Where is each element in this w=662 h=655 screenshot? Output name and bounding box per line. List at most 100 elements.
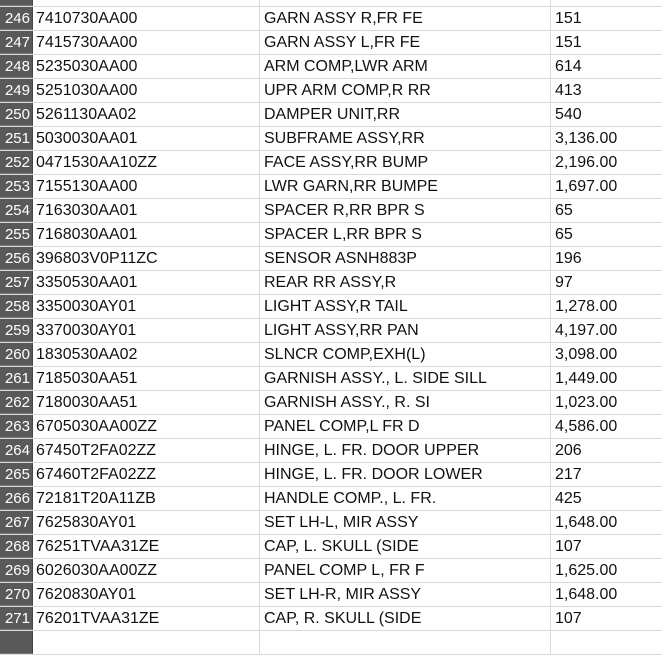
cell-description[interactable]: ARM COMP,LWR ARM [260, 55, 551, 78]
cell-description[interactable]: GARN ASSY L,FR FE [260, 31, 551, 54]
cell-price[interactable]: 97 [555, 274, 573, 291]
row-header[interactable]: 262 [0, 391, 33, 414]
row-header[interactable]: 249 [0, 79, 33, 102]
cell-part-number[interactable]: 67460T2FA02ZZ [33, 463, 260, 486]
cell-part-number[interactable]: 7410730AA00 [33, 7, 260, 30]
cell-part-number[interactable]: 5030030AA01 [33, 127, 260, 150]
cell-part-number[interactable] [33, 0, 260, 6]
cell-price[interactable]: 425 [555, 490, 582, 507]
row-header[interactable]: 263 [0, 415, 33, 438]
cell-description[interactable]: GARNISH ASSY., R. SI [260, 391, 551, 414]
cell-part-number[interactable]: 7163030AA01 [33, 199, 260, 222]
row-header[interactable] [0, 0, 33, 6]
row-header[interactable]: 260 [0, 343, 33, 366]
row-header[interactable]: 255 [0, 223, 33, 246]
cell-price[interactable]: 4,197.00 [555, 322, 618, 339]
cell-description[interactable] [260, 631, 551, 654]
cell-description[interactable] [260, 0, 551, 6]
cell-part-number[interactable]: 0471530AA10ZZ [33, 151, 260, 174]
cell-part-number[interactable]: 7155130AA00 [33, 175, 260, 198]
cell-part-number[interactable]: 3350530AA01 [33, 271, 260, 294]
cell-price[interactable]: 3,136.00 [555, 130, 618, 147]
cell-part-number[interactable]: 7415730AA00 [33, 31, 260, 54]
row-header[interactable]: 268 [0, 535, 33, 558]
cell-price[interactable]: 4,586.00 [555, 418, 618, 435]
cell-description[interactable]: SPACER L,RR BPR S [260, 223, 551, 246]
cell-price[interactable]: 1,023.00 [555, 394, 618, 411]
row-header[interactable]: 253 [0, 175, 33, 198]
cell-price[interactable]: 65 [555, 202, 573, 219]
cell-part-number[interactable]: 7625830AY01 [33, 511, 260, 534]
cell-price[interactable]: 217 [555, 466, 582, 483]
cell-part-number[interactable]: 6026030AA00ZZ [33, 559, 260, 582]
cell-price[interactable]: 2,196.00 [555, 154, 618, 171]
cell-description[interactable]: HINGE, L. FR. DOOR UPPER [260, 439, 551, 462]
row-header[interactable]: 270 [0, 583, 33, 606]
cell-part-number[interactable]: 7620830AY01 [33, 583, 260, 606]
row-header[interactable]: 259 [0, 319, 33, 342]
cell-price[interactable]: 614 [555, 58, 582, 75]
cell-description[interactable]: HANDLE COMP., L. FR. [260, 487, 551, 510]
cell-part-number[interactable]: 5261130AA02 [33, 103, 260, 126]
row-header[interactable]: 266 [0, 487, 33, 510]
cell-description[interactable]: CAP, L. SKULL (SIDE [260, 535, 551, 558]
cell-price[interactable]: 206 [555, 442, 582, 459]
cell-part-number[interactable]: 3350030AY01 [33, 295, 260, 318]
cell-price[interactable] [551, 0, 662, 6]
row-header[interactable]: 257 [0, 271, 33, 294]
cell-description[interactable]: REAR RR ASSY,R [260, 271, 551, 294]
cell-description[interactable]: GARN ASSY R,FR FE [260, 7, 551, 30]
cell-description[interactable]: LIGHT ASSY,RR PAN [260, 319, 551, 342]
cell-price[interactable]: 65 [555, 226, 573, 243]
cell-description[interactable]: GARNISH ASSY., L. SIDE SILL [260, 367, 551, 390]
cell-part-number[interactable]: 396803V0P11ZC [33, 247, 260, 270]
cell-price[interactable]: 1,648.00 [555, 514, 618, 531]
row-header[interactable]: 251 [0, 127, 33, 150]
cell-price[interactable]: 413 [555, 82, 582, 99]
row-header[interactable]: 269 [0, 559, 33, 582]
cell-description[interactable]: HINGE, L. FR. DOOR LOWER [260, 463, 551, 486]
row-header[interactable]: 247 [0, 31, 33, 54]
cell-price[interactable]: 540 [555, 106, 582, 123]
cell-part-number[interactable]: 7180030AA51 [33, 391, 260, 414]
row-header[interactable]: 250 [0, 103, 33, 126]
row-header[interactable]: 258 [0, 295, 33, 318]
cell-part-number[interactable]: 76201TVAA31ZE [33, 607, 260, 630]
cell-part-number[interactable]: 3370030AY01 [33, 319, 260, 342]
cell-description[interactable]: LWR GARN,RR BUMPE [260, 175, 551, 198]
cell-price[interactable] [551, 631, 662, 654]
cell-description[interactable]: SPACER R,RR BPR S [260, 199, 551, 222]
cell-part-number[interactable]: 5251030AA00 [33, 79, 260, 102]
cell-price[interactable]: 1,697.00 [555, 178, 618, 195]
cell-price[interactable]: 151 [555, 10, 582, 27]
cell-description[interactable]: PANEL COMP,L FR D [260, 415, 551, 438]
cell-part-number[interactable]: 5235030AA00 [33, 55, 260, 78]
cell-description[interactable]: LIGHT ASSY,R TAIL [260, 295, 551, 318]
row-header[interactable]: 265 [0, 463, 33, 486]
cell-part-number[interactable]: 6705030AA00ZZ [33, 415, 260, 438]
cell-description[interactable]: SUBFRAME ASSY,RR [260, 127, 551, 150]
cell-description[interactable]: SET LH-R, MIR ASSY [260, 583, 551, 606]
row-header[interactable]: 261 [0, 367, 33, 390]
cell-description[interactable]: SLNCR COMP,EXH(L) [260, 343, 551, 366]
cell-part-number[interactable]: 1830530AA02 [33, 343, 260, 366]
cell-price[interactable]: 196 [555, 250, 582, 267]
cell-part-number[interactable]: 7185030AA51 [33, 367, 260, 390]
row-header[interactable]: 271 [0, 607, 33, 630]
cell-part-number[interactable]: 72181T20A11ZB [33, 487, 260, 510]
cell-price[interactable]: 107 [555, 538, 582, 555]
cell-description[interactable]: UPR ARM COMP,R RR [260, 79, 551, 102]
row-header[interactable]: 254 [0, 199, 33, 222]
cell-price[interactable]: 1,625.00 [555, 562, 618, 579]
cell-description[interactable]: DAMPER UNIT,RR [260, 103, 551, 126]
cell-description[interactable]: CAP, R. SKULL (SIDE [260, 607, 551, 630]
cell-part-number[interactable]: 7168030AA01 [33, 223, 260, 246]
cell-part-number[interactable]: 76251TVAA31ZE [33, 535, 260, 558]
cell-description[interactable]: SET LH-L, MIR ASSY [260, 511, 551, 534]
cell-price[interactable]: 107 [555, 610, 582, 627]
cell-price[interactable]: 151 [555, 34, 582, 51]
row-header[interactable]: 246 [0, 7, 33, 30]
row-header[interactable]: 252 [0, 151, 33, 174]
cell-price[interactable]: 1,278.00 [555, 298, 618, 315]
cell-description[interactable]: SENSOR ASNH883P [260, 247, 551, 270]
